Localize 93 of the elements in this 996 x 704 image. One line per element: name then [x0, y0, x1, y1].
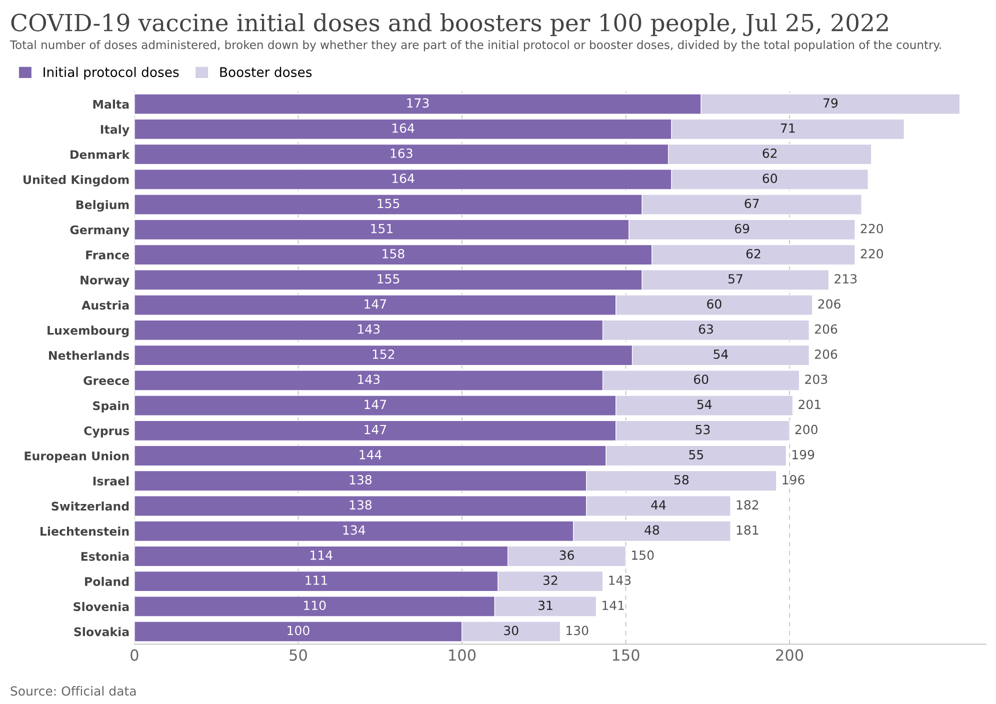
data-label: 71 [780, 124, 795, 133]
data-label: 100 [288, 626, 310, 636]
total-label: 143 [609, 576, 631, 585]
y-tick-label: United Kingdom [24, 174, 129, 186]
y-tick-label: France [86, 250, 130, 260]
total-label: 196 [782, 475, 804, 485]
data-label: 67 [744, 198, 759, 208]
chart-title: COVID-19 vaccine initial doses and boosters per 100 people, Jul 25, 2022 [11, 13, 888, 36]
data-label: 54 [697, 400, 712, 410]
data-label: 60 [762, 174, 777, 184]
total-label: 199 [792, 450, 814, 460]
data-label: 134 [343, 525, 366, 535]
data-label: 69 [734, 224, 750, 234]
data-label: 163 [390, 148, 412, 158]
x-tick-label: 50 [290, 649, 307, 661]
data-label: 111 [306, 576, 328, 585]
total-label: 203 [805, 374, 828, 384]
data-label: 63 [698, 324, 713, 334]
total-label: 201 [798, 400, 820, 410]
data-label: 164 [392, 123, 414, 133]
data-label: 152 [372, 349, 394, 359]
data-label: 151 [371, 224, 393, 234]
data-label: 54 [714, 350, 728, 359]
data-label: 138 [350, 500, 372, 510]
data-label: 57 [728, 274, 742, 284]
chart-subtitle: Total number of doses administered, broken down by whether they are part of the initial protocol or booster doses, divided by the total population of the country. [10, 40, 941, 52]
y-tick-label: Slovakia [74, 627, 129, 636]
total-label: 213 [834, 274, 857, 284]
y-tick-label: Luxembourg [48, 326, 129, 338]
y-tick-label: Spain [93, 401, 129, 412]
data-label: 58 [674, 475, 689, 485]
y-tick-label: Liechtenstein [40, 526, 129, 536]
total-label: 200 [795, 424, 818, 434]
data-label: 110 [304, 600, 326, 610]
legend-label: Booster doses [220, 66, 312, 78]
total-label: 206 [815, 324, 838, 334]
y-tick-label: Israel [93, 476, 129, 486]
data-label: 173 [407, 98, 429, 108]
data-label: 62 [762, 148, 777, 158]
data-label: 79 [824, 98, 838, 108]
y-tick-label: European Union [24, 451, 129, 463]
data-label: 32 [543, 576, 558, 585]
legend-label: Initial protocol doses [44, 66, 179, 80]
data-label: 147 [364, 299, 386, 308]
data-label: 30 [504, 626, 518, 636]
total-label: 141 [602, 600, 624, 610]
y-tick-label: Denmark [70, 150, 130, 159]
source-note: Source: Official data [10, 686, 136, 696]
data-label: 55 [689, 450, 704, 460]
y-tick-label: Greece [84, 376, 130, 386]
y-tick-label: Cyprus [84, 426, 130, 438]
data-label: 53 [696, 424, 710, 434]
data-label: 158 [382, 248, 404, 258]
y-tick-label: Switzerland [52, 502, 129, 511]
data-label: 48 [644, 525, 660, 535]
total-label: 130 [566, 626, 588, 636]
data-label: 155 [378, 274, 400, 284]
total-label: 150 [632, 550, 654, 560]
data-label: 114 [310, 550, 332, 560]
data-label: 164 [392, 174, 414, 184]
data-label: 62 [746, 248, 760, 258]
y-tick-label: Italy [100, 124, 130, 136]
y-tick-label: Belgium [76, 200, 129, 212]
x-tick-label: 150 [612, 649, 640, 661]
total-label: 206 [818, 299, 840, 309]
x-tick-label: 200 [776, 649, 804, 661]
data-label: 143 [358, 374, 380, 384]
x-tick-label: 100 [449, 649, 476, 661]
data-label: 147 [364, 424, 386, 434]
total-label: 220 [860, 248, 883, 258]
y-tick-label: Germany [70, 225, 130, 237]
y-tick-label: Austria [82, 300, 129, 310]
data-label: 147 [364, 400, 386, 409]
data-label: 155 [378, 198, 400, 208]
data-label: 31 [538, 600, 552, 610]
y-tick-label: Poland [85, 576, 129, 586]
y-tick-label: Norway [80, 276, 130, 287]
data-label: 60 [707, 299, 722, 309]
total-label: 182 [736, 500, 758, 510]
data-label: 138 [350, 475, 372, 485]
data-label: 143 [358, 324, 380, 334]
total-label: 206 [815, 349, 838, 359]
total-label: 181 [736, 525, 758, 535]
y-tick-label: Malta [93, 100, 129, 109]
data-label: 36 [560, 550, 574, 560]
total-label: 220 [860, 224, 883, 234]
data-label: 44 [651, 500, 666, 510]
y-tick-label: Netherlands [49, 350, 130, 360]
x-tick-label: 0 [130, 649, 138, 661]
y-tick-label: Estonia [81, 552, 129, 561]
data-label: 144 [360, 450, 382, 460]
data-label: 60 [694, 374, 708, 384]
y-tick-label: Slovenia [74, 602, 129, 612]
